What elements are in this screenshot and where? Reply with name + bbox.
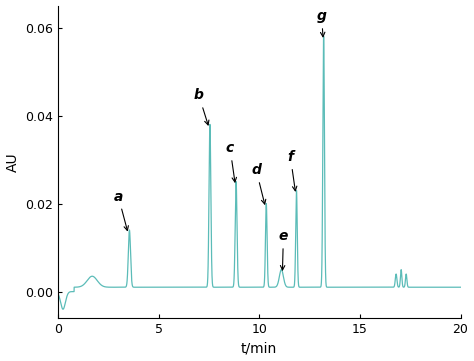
Text: e: e xyxy=(279,229,288,270)
Text: f: f xyxy=(287,150,297,191)
Text: b: b xyxy=(194,88,209,125)
Text: c: c xyxy=(226,141,237,182)
Y-axis label: AU: AU xyxy=(6,152,19,171)
Text: a: a xyxy=(114,190,128,231)
Text: g: g xyxy=(317,9,327,37)
Text: d: d xyxy=(251,163,266,204)
X-axis label: t/min: t/min xyxy=(241,342,277,356)
